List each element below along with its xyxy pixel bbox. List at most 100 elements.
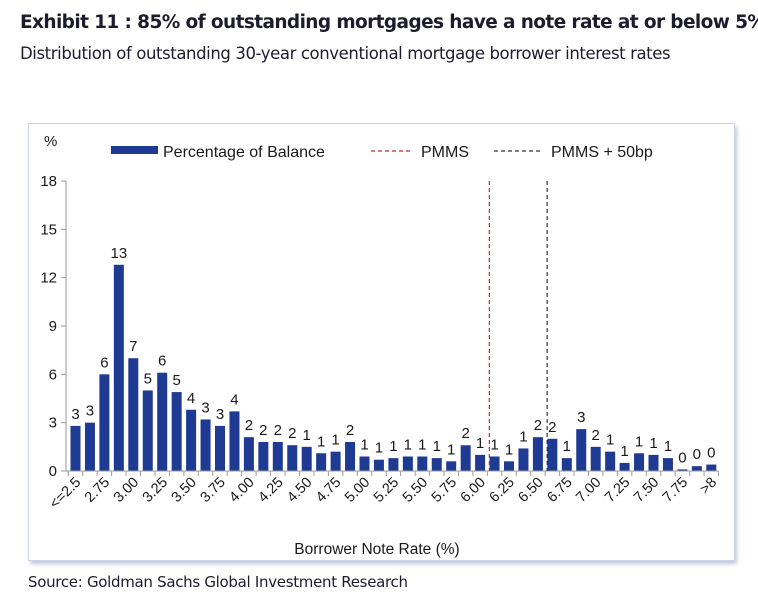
bar-value-label: 4 [230, 391, 238, 408]
bar [316, 453, 327, 471]
bar-value-label: 1 [418, 437, 426, 454]
bar [272, 442, 283, 471]
y-tick-label: 12 [40, 270, 57, 287]
bar-value-label: 1 [375, 440, 383, 457]
x-tick-label: 7.25 [602, 475, 633, 506]
x-tick-label: 5.25 [371, 475, 402, 506]
bar-value-label: 1 [505, 441, 513, 458]
bar-value-label: 1 [563, 438, 571, 455]
bar-value-label: 1 [433, 438, 441, 455]
bar [330, 451, 341, 471]
bar-value-label: 1 [331, 432, 339, 449]
bar-value-label: 1 [519, 428, 527, 445]
bar-value-label: 1 [490, 437, 498, 454]
bar [605, 451, 616, 471]
bar-value-label: 1 [360, 437, 368, 454]
bar-value-label: 13 [111, 245, 128, 262]
legend-label-pmms: PMMS [421, 144, 469, 161]
bar-value-label: 6 [158, 353, 166, 370]
bar-value-label: 3 [216, 406, 224, 423]
bar [388, 458, 399, 471]
chart-frame: % Percentage of Balance PMMS PMMS + 50bp… [28, 123, 735, 561]
legend-label-balance: Percentage of Balance [163, 144, 325, 161]
reference-lines [488, 181, 548, 471]
bar [561, 458, 572, 471]
bar-value-label: 2 [461, 425, 469, 442]
y-tick-label: 6 [49, 366, 57, 383]
bar-value-label: 1 [635, 433, 643, 450]
bar [359, 456, 370, 471]
x-tick-label: 3.00 [111, 475, 142, 506]
bar [200, 419, 211, 471]
bar [243, 437, 254, 471]
x-tick-label: 7.50 [631, 475, 662, 506]
bar-chart: % Percentage of Balance PMMS PMMS + 50bp… [40, 133, 720, 558]
bar [460, 445, 471, 471]
y-tick-label: 18 [40, 173, 57, 190]
bar [70, 425, 81, 471]
bar [532, 437, 543, 471]
legend-swatch-balance [111, 146, 158, 154]
bar [345, 442, 356, 471]
y-tick-label: 0 [49, 463, 57, 480]
bar [677, 469, 688, 471]
bar [648, 454, 659, 471]
x-tick-label: >8 [697, 475, 720, 498]
x-tick-label: 4.50 [284, 475, 315, 506]
bar [229, 411, 240, 471]
bar [706, 464, 717, 471]
bar-value-label: 2 [259, 422, 267, 439]
exhibit-title: Exhibit 11 : 85% of outstanding mortgage… [20, 12, 758, 33]
bar-value-label: 1 [303, 427, 311, 444]
legend-label-pmms-50bp: PMMS + 50bp [551, 144, 653, 161]
x-tick-label: 5.00 [342, 475, 373, 506]
bar-value-label: 0 [707, 445, 715, 462]
bar-value-label: 3 [577, 409, 585, 426]
x-axis-title: Borrower Note Rate (%) [294, 541, 459, 558]
bar-value-label: 3 [86, 403, 94, 420]
bar [258, 442, 269, 471]
x-tick-label: 6.00 [458, 475, 489, 506]
bar-value-label: 0 [693, 446, 701, 463]
y-tick-label: 15 [40, 221, 57, 238]
bar [186, 409, 197, 471]
bar-value-label: 1 [389, 438, 397, 455]
x-tick-label: 6.25 [487, 475, 518, 506]
bar-value-label: 7 [129, 338, 137, 355]
bar-value-label: 0 [678, 449, 686, 466]
bar [99, 374, 110, 471]
bar-value-label: 1 [317, 433, 325, 450]
bar [590, 446, 601, 471]
y-axis: 0 3 6 9 12 15 18 [40, 173, 67, 480]
x-tick-label: 2.75 [82, 475, 113, 506]
bar [373, 459, 384, 471]
x-tick-label: 5.50 [400, 475, 431, 506]
bar-value-label: 3 [71, 406, 79, 423]
bar-value-label: 1 [404, 437, 412, 454]
bar-value-label: 2 [346, 422, 354, 439]
y-tick-label: 3 [49, 415, 57, 432]
bar [402, 456, 413, 471]
bar [157, 372, 168, 471]
x-axis: <=2.52.753.003.253.503.754.004.254.504.7… [47, 470, 720, 512]
bar-value-label: 5 [144, 370, 152, 387]
exhibit-subtitle: Distribution of outstanding 30-year conv… [20, 44, 671, 63]
bar [446, 461, 457, 471]
x-tick-label: 3.75 [198, 475, 229, 506]
x-tick-label: 5.75 [429, 475, 460, 506]
source-note: Source: Goldman Sachs Global Investment … [28, 573, 408, 591]
bar [475, 454, 486, 471]
y-axis-unit-label: % [44, 133, 57, 150]
bar [431, 458, 442, 471]
bar [634, 453, 645, 471]
bar [619, 462, 630, 471]
bar-value-label: 2 [534, 417, 542, 434]
bar-value-label: 2 [288, 425, 296, 442]
bar [691, 466, 702, 471]
bar [84, 422, 95, 471]
bar [417, 456, 428, 471]
y-tick-label: 9 [49, 318, 57, 335]
bar [301, 446, 312, 471]
bar-value-label: 3 [201, 399, 209, 416]
bar-value-label: 1 [649, 435, 657, 452]
